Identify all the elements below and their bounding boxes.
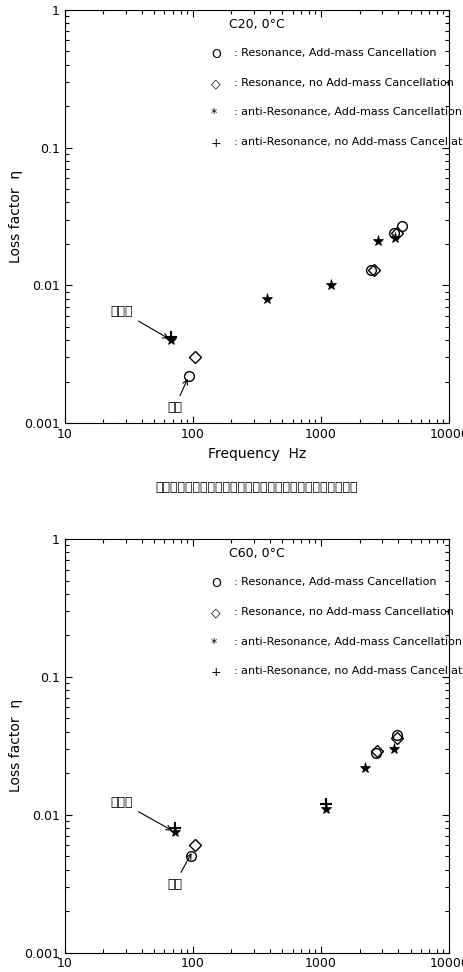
Text: : anti-Resonance, Add-mass Cancellation: : anti-Resonance, Add-mass Cancellation: [234, 637, 462, 646]
Text: : Resonance, Add-mass Cancellation: : Resonance, Add-mass Cancellation: [234, 577, 437, 587]
Text: 反共振: 反共振: [111, 796, 171, 830]
Text: O: O: [211, 48, 221, 61]
X-axis label: Frequency  Hz: Frequency Hz: [208, 447, 306, 461]
Y-axis label: Loss factor  η: Loss factor η: [9, 170, 23, 263]
Text: : Resonance, no Add-mass Cancellation: : Resonance, no Add-mass Cancellation: [234, 78, 454, 87]
Text: *: *: [211, 637, 217, 649]
Text: 反共振: 反共振: [111, 305, 168, 338]
Text: 共振: 共振: [167, 854, 191, 890]
Text: +: +: [211, 667, 221, 679]
Text: O: O: [211, 577, 221, 590]
Text: C20, 0°C: C20, 0°C: [229, 18, 285, 31]
Text: C60, 0°C: C60, 0°C: [229, 547, 285, 560]
Text: : Resonance, Add-mass Cancellation: : Resonance, Add-mass Cancellation: [234, 48, 437, 57]
Text: : anti-Resonance, Add-mass Cancellation: : anti-Resonance, Add-mass Cancellation: [234, 107, 462, 118]
Text: 共振: 共振: [167, 380, 188, 414]
Text: *: *: [211, 107, 217, 121]
Text: ◇: ◇: [211, 78, 220, 90]
Text: : anti-Resonance, no Add-mass Cancellation: : anti-Resonance, no Add-mass Cancellati…: [234, 137, 463, 147]
Y-axis label: Loss factor  η: Loss factor η: [9, 699, 23, 792]
Text: : anti-Resonance, no Add-mass Cancellation: : anti-Resonance, no Add-mass Cancellati…: [234, 667, 463, 677]
Text: +: +: [211, 137, 221, 150]
Text: : Resonance, no Add-mass Cancellation: : Resonance, no Add-mass Cancellation: [234, 607, 454, 617]
Text: 中央加振法の場合のマスキャンセルの有無と損失係数の関係: 中央加振法の場合のマスキャンセルの有無と損失係数の関係: [156, 481, 358, 494]
Text: ◇: ◇: [211, 607, 220, 620]
